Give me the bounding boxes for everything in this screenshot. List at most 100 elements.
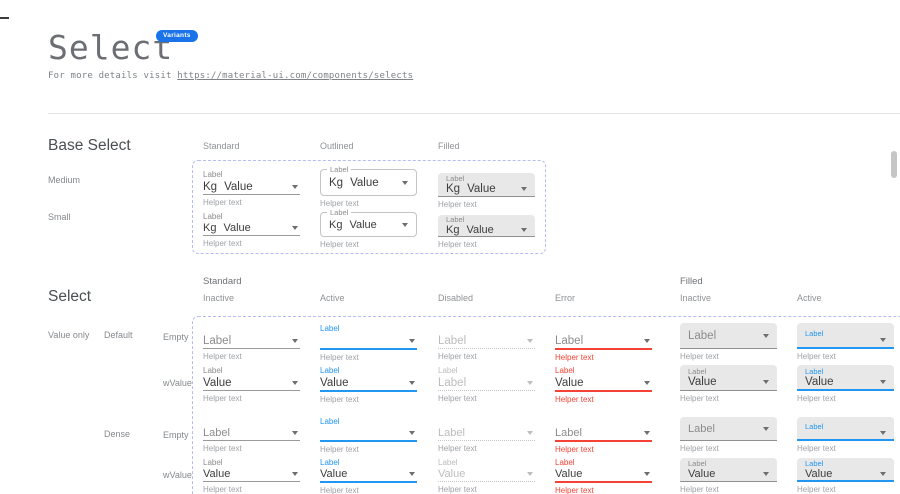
select-value-row: Value — [555, 375, 652, 392]
helper-text: Helper text — [203, 198, 242, 207]
column-header-std-disabled: Disabled — [438, 293, 474, 303]
helper-text: Helper text — [438, 394, 477, 403]
dropdown-arrow-icon — [763, 426, 769, 431]
material-ui-link[interactable]: https://material-ui.com/components/selec… — [177, 71, 414, 81]
row-side-label-value-only: Value only — [48, 330, 90, 340]
outlined-select-inactive-base-small[interactable]: Label Kg Value Helper text — [320, 209, 417, 249]
standard-select-inactive-base-medium[interactable]: Label Kg Value Helper text — [203, 167, 300, 207]
filled-select-inactive-dense-empty[interactable]: Label Helper text — [680, 415, 777, 453]
standard-select-inactive-default-empty[interactable]: Label Helper text — [203, 321, 300, 361]
select-value-row: Value — [203, 375, 300, 391]
row-label-dense-empty: Empty — [163, 430, 189, 440]
helper-text: Helper text — [797, 485, 836, 494]
standard-select-inactive-dense-wvalue[interactable]: Label Value Helper text — [203, 456, 300, 494]
helper-text: Helper text — [203, 444, 242, 453]
variants-badge: Variants — [156, 30, 198, 42]
helper-text: Helper text — [320, 240, 359, 249]
helper-text: Helper text — [320, 445, 359, 454]
dropdown-arrow-icon — [292, 472, 298, 476]
filled-select-active-default-empty[interactable]: Label Helper text — [797, 321, 894, 361]
standard-select-inactive-default-wvalue[interactable]: Label Value Helper text — [203, 363, 300, 403]
dropdown-arrow-icon — [409, 380, 415, 385]
subtitle: For more details visit https://material-… — [48, 71, 413, 81]
helper-text: Helper text — [680, 352, 719, 361]
filled-select-inactive-base-small[interactable]: Label Kg Value Helper text — [438, 210, 535, 249]
filled-select-inactive-dense-wvalue[interactable]: Label Value Helper text — [680, 456, 777, 494]
standard-select-active-default-empty[interactable]: Label Helper text — [320, 321, 417, 362]
select-value-row: Value — [805, 468, 886, 480]
standard-select-error-dense-empty[interactable]: Label Helper text — [555, 415, 652, 454]
select-prefix: Kg — [203, 180, 218, 193]
column-header-filled-active: Active — [797, 293, 822, 303]
filled-select-inactive-base-medium[interactable]: Label Kg Value Helper text — [438, 167, 535, 209]
filled-select-box: Label Kg Value — [438, 173, 535, 197]
dropdown-arrow-icon — [763, 333, 769, 338]
filled-select-active-dense-empty[interactable]: Label Helper text — [797, 415, 894, 453]
helper-text: Helper text — [438, 485, 477, 494]
standard-select-error-default-empty[interactable]: Label Helper text — [555, 321, 652, 362]
standard-select-disabled-dense-wvalue[interactable]: Label Value Helper text — [438, 456, 535, 494]
dropdown-arrow-icon — [644, 338, 650, 343]
select-value-text: Value — [203, 376, 232, 389]
select-floating-label: Label — [320, 417, 340, 426]
select-prefix: Kg — [446, 183, 461, 195]
standard-select-disabled-default-empty[interactable]: Label Helper text — [438, 321, 535, 361]
filled-select-box: Label — [680, 323, 777, 349]
dropdown-arrow-icon — [292, 226, 298, 230]
select-floating-label: Label — [203, 212, 223, 221]
dropdown-arrow-icon — [521, 187, 527, 191]
standard-select-active-dense-empty[interactable]: Label Helper text — [320, 415, 417, 454]
select-value-row — [805, 430, 886, 435]
group-header-filled: Filled — [680, 276, 703, 287]
dropdown-arrow-icon — [409, 431, 415, 435]
filled-select-box: Label — [680, 417, 777, 441]
select-label-zone: Label — [438, 456, 535, 467]
standard-select-inactive-dense-empty[interactable]: Label Helper text — [203, 415, 300, 453]
select-floating-label: Label — [688, 367, 707, 376]
select-value-row: Kg Value — [446, 183, 527, 195]
filled-select-box: Label Value — [680, 458, 777, 482]
select-value-row: Value — [320, 467, 417, 483]
select-value-text: Value — [555, 376, 584, 389]
standard-select-active-default-wvalue[interactable]: Label Value Helper text — [320, 363, 417, 404]
filled-select-inactive-default-empty[interactable]: Label Helper text — [680, 321, 777, 361]
filled-select-active-dense-wvalue[interactable]: Label Value Helper text — [797, 456, 894, 494]
select-value-text: Value — [438, 468, 466, 480]
row-header-medium: Medium — [48, 175, 81, 185]
select-value-text: Kg Value — [329, 218, 377, 231]
standard-select-error-default-wvalue[interactable]: Label Value Helper text — [555, 363, 652, 404]
helper-text: Helper text — [438, 200, 477, 209]
filled-select-box: Label Kg Value — [438, 215, 535, 237]
filled-select-active-default-wvalue[interactable]: Label Value Helper text — [797, 363, 894, 403]
dropdown-arrow-icon — [880, 430, 886, 435]
dropdown-arrow-icon — [763, 472, 769, 476]
standard-select-disabled-default-wvalue[interactable]: Label Label Helper text — [438, 363, 535, 403]
select-value-row: Kg Value — [203, 179, 300, 195]
standard-select-inactive-base-small[interactable]: Label Kg Value Helper text — [203, 210, 300, 248]
select-floating-label: Label — [438, 458, 458, 467]
standard-select-active-dense-wvalue[interactable]: Label Value Helper text — [320, 456, 417, 494]
select-notched-label: Label — [327, 166, 352, 174]
select-floating-label: Label — [446, 174, 465, 183]
header-divider — [48, 113, 900, 114]
scrollbar-thumb[interactable] — [891, 151, 897, 178]
helper-text: Helper text — [438, 240, 477, 249]
filled-select-inactive-default-wvalue[interactable]: Label Value Helper text — [680, 363, 777, 403]
select-floating-label: Label — [203, 366, 223, 375]
helper-text: Helper text — [680, 485, 719, 494]
outlined-select-inactive-base-medium[interactable]: Label Kg Value Helper text — [320, 166, 417, 208]
select-value-text: Kg Value — [446, 224, 494, 236]
dropdown-arrow-icon — [527, 431, 533, 435]
helper-text: Helper text — [555, 486, 594, 494]
standard-select-error-dense-wvalue[interactable]: Label Value Helper text — [555, 456, 652, 494]
helper-text: Helper text — [555, 395, 594, 404]
helper-text: Helper text — [438, 444, 477, 453]
select-value-text: Value — [805, 375, 834, 388]
row-label-dense-wvalue: wValue — [163, 470, 192, 480]
select-value-text: Value — [320, 468, 348, 480]
select-label-zone: Label — [203, 363, 300, 375]
select-label-zone: Label — [320, 363, 417, 375]
standard-select-disabled-dense-empty[interactable]: Label Helper text — [438, 415, 535, 453]
select-value-row: Kg Value — [446, 224, 527, 236]
